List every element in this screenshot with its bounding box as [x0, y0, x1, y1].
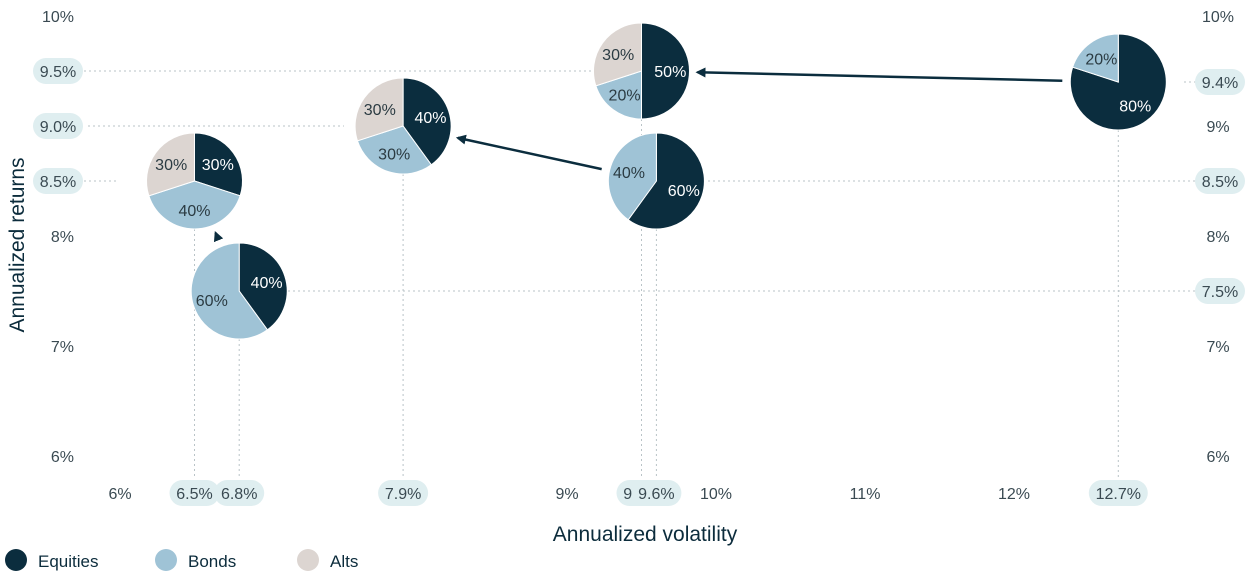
pie-slice-label: 30%	[378, 146, 410, 163]
pie-slice-equities	[627, 132, 705, 230]
y-tick-label-right: 7%	[1206, 339, 1229, 356]
y-highlight-label-right-bg	[1195, 69, 1245, 95]
x-highlight-label-bg	[1088, 480, 1148, 506]
pie-slice-alts	[146, 132, 195, 197]
x-tick-label: 6%	[108, 486, 131, 503]
y-tick-label-right: 6%	[1206, 449, 1229, 466]
pie-slice-equities	[402, 77, 452, 166]
pie-slice-label: 20%	[1085, 52, 1117, 69]
guide-lines	[84, 70, 1196, 478]
x-highlight-label-bg	[378, 480, 429, 506]
pie-slice-equities	[238, 242, 288, 331]
pie-slice-bonds	[148, 180, 241, 230]
transition-arrow	[213, 231, 224, 243]
pie-slice-label: 30%	[364, 102, 396, 119]
pie-slice-label: 60%	[196, 293, 228, 310]
x-tick-label: 11%	[850, 486, 881, 503]
portfolio-pie: 80% 20%	[1069, 33, 1167, 131]
pie-slice-bonds	[356, 125, 433, 175]
x-tick-label: 10%	[700, 486, 732, 503]
y-tick-label-right: 10%	[1202, 9, 1234, 26]
x-tick-label: 9%	[555, 486, 578, 503]
y-highlight-label-left: 9.0%	[40, 119, 76, 136]
y-highlight-label-left: 8.5%	[40, 174, 76, 191]
transition-arrow	[455, 134, 602, 171]
x-tick-label: 12%	[998, 486, 1030, 503]
x-highlight-label: 6.5%	[176, 486, 212, 503]
legend-swatch-bonds	[155, 549, 177, 571]
pie-slice-label: 60%	[668, 183, 700, 200]
pie-slice-bonds	[190, 242, 269, 340]
y-axis-title: Annualized returns	[6, 157, 29, 332]
pie-slice-equities	[194, 132, 243, 197]
portfolio-pie: 40% 30% 30%	[354, 77, 452, 175]
portfolio-pie: 40% 60%	[190, 242, 288, 340]
pie-slice-bonds	[607, 132, 657, 221]
transition-arrow	[695, 67, 1063, 82]
portfolio-pie: 30% 40% 30%	[146, 132, 243, 230]
legend-label: Equities	[38, 552, 98, 571]
pie-slice-equities	[641, 22, 690, 120]
pie-slice-label: 30%	[155, 157, 187, 174]
pie-slice-alts	[593, 22, 642, 87]
portfolio-pie: 50% 20% 30%	[593, 22, 690, 120]
pie-slice-label: 30%	[602, 47, 634, 64]
pie-slice-alts	[354, 77, 404, 142]
y-tick-label-left: 7%	[51, 339, 74, 356]
y-highlight-label-left: 9.5%	[40, 64, 76, 81]
pie-slice-label: 50%	[654, 64, 686, 81]
portfolio-pies: 40% 60% 30% 40% 30% 60% 40% 40% 30% 30% 80% 20% 50% 2…	[146, 22, 1167, 340]
x-highlight-label: 12.7%	[1096, 486, 1141, 503]
x-highlight-label-bg	[631, 480, 682, 506]
pie-slice-label: 40%	[251, 275, 283, 292]
pie-slice-bonds	[595, 70, 642, 120]
x-highlight-label-bg	[214, 480, 265, 506]
pie-slice-label: 80%	[1119, 98, 1151, 115]
transition-arrows	[213, 67, 1063, 243]
y-highlight-label-left-bg	[33, 168, 83, 194]
pie-slice-label: 30%	[202, 157, 234, 174]
x-highlight-label: 6.8%	[221, 486, 257, 503]
x-highlight-label: 9.6%	[638, 486, 674, 503]
x-axis-title: Annualized volatility	[553, 523, 738, 546]
y-tick-label-right: 8%	[1206, 229, 1229, 246]
legend-label: Alts	[330, 552, 358, 571]
x-highlight-label-bg	[169, 480, 220, 506]
portfolio-pie: 60% 40%	[607, 132, 705, 230]
y-highlight-label-right-bg	[1195, 168, 1245, 194]
pie-slice-bonds	[1072, 33, 1119, 83]
pie-slice-label: 40%	[414, 110, 446, 127]
legend-swatch-equities	[5, 549, 27, 571]
legend-swatch-alts	[297, 549, 319, 571]
y-highlight-label-right: 9.4%	[1202, 75, 1238, 92]
highlight-pills: 6.5%6.8%7.9%9.5%9.6%12.7%8.5%9.0%9.5%7.5…	[33, 58, 1245, 506]
y-tick-label-left: 6%	[51, 449, 74, 466]
x-highlight-label: 7.9%	[385, 486, 421, 503]
legend: Equities Bonds Alts	[5, 549, 358, 571]
y-highlight-label-right-bg	[1195, 278, 1245, 304]
legend-label: Bonds	[188, 552, 236, 571]
y-tick-label-right: 9%	[1206, 119, 1229, 136]
y-tick-label-left: 10%	[42, 9, 74, 26]
y-tick-label-left: 8%	[51, 229, 74, 246]
pie-slice-label: 40%	[178, 203, 210, 220]
pie-slice-label: 40%	[613, 165, 645, 182]
y-highlight-label-right: 8.5%	[1202, 174, 1238, 191]
pie-slice-label: 20%	[609, 87, 641, 104]
y-highlight-label-left-bg	[33, 58, 83, 84]
y-highlight-label-left-bg	[33, 113, 83, 139]
y-highlight-label-right: 7.5%	[1202, 284, 1238, 301]
axis-ticks: 6% 9% 10% 11% 12% 6% 7% 8% 10% 6% 7% 8% 9% 10%	[42, 9, 1234, 503]
